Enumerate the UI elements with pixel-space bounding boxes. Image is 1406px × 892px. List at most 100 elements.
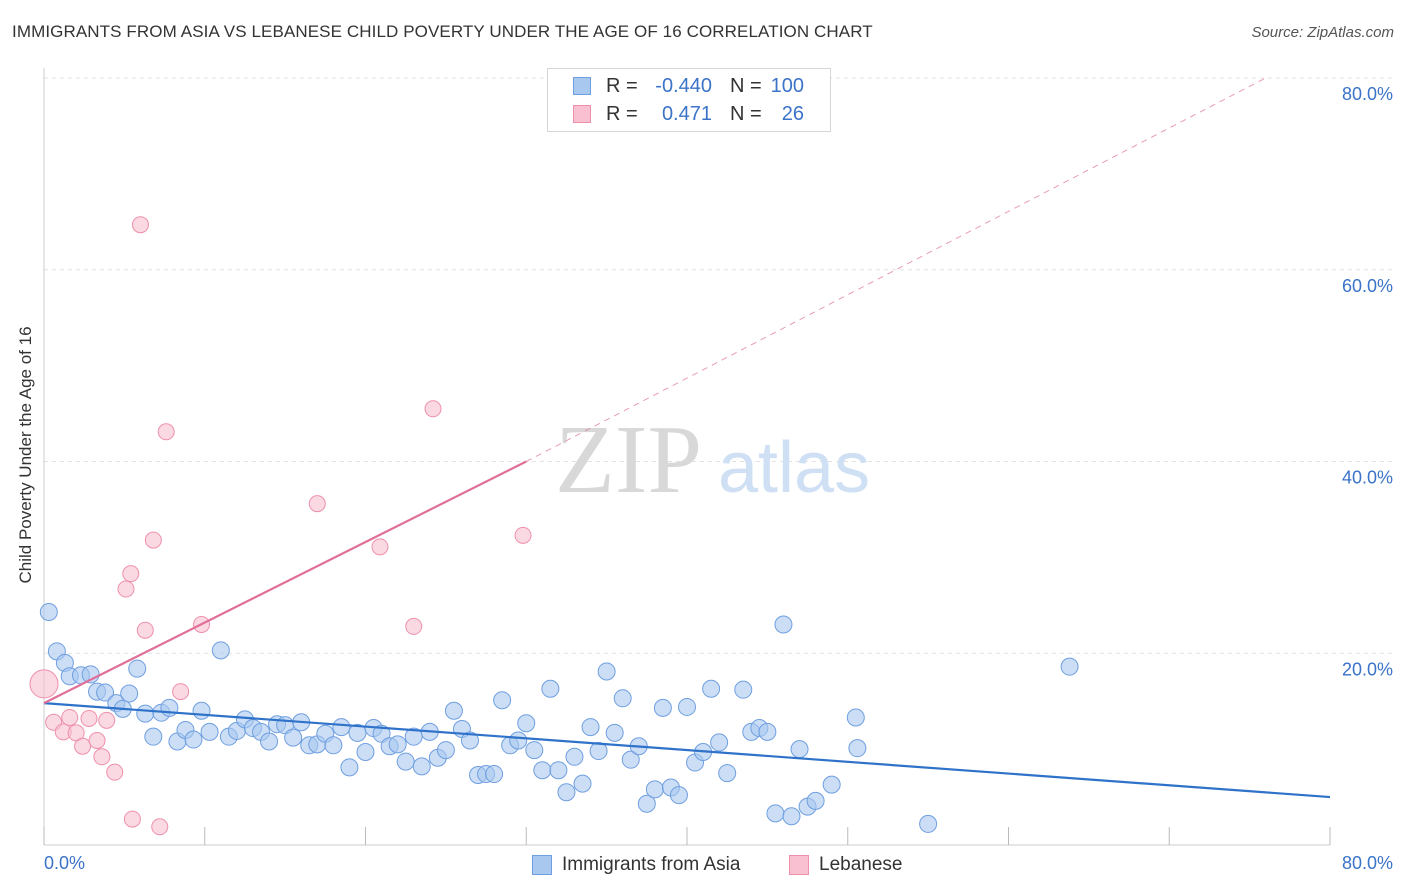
data-point-asia	[460, 731, 479, 750]
data-point-asia	[549, 761, 568, 780]
legend-r-label: R =	[606, 103, 638, 125]
legend-row-lebanese: R = 0.471 N = 26	[548, 100, 830, 128]
data-point-asia	[128, 659, 147, 678]
x-tick-label: 80.0%	[1342, 853, 1393, 873]
data-point-asia	[192, 701, 211, 720]
data-point-asia	[388, 735, 407, 754]
legend-n-value: 100	[770, 75, 804, 97]
data-point-asia	[340, 758, 359, 777]
data-point-asia	[637, 794, 656, 813]
legend-item-asia[interactable]: Immigrants from Asia	[532, 852, 740, 878]
data-point-lebanese	[157, 423, 175, 441]
data-point-asia	[565, 747, 584, 766]
data-point-asia	[848, 739, 867, 758]
gridlines	[44, 77, 1395, 654]
legend-swatch-asia	[532, 855, 552, 875]
data-point-lebanese	[136, 621, 154, 639]
x-tick-label: 0.0%	[44, 853, 85, 873]
watermark-zip: ZIP	[555, 406, 702, 514]
data-point-asia	[734, 680, 753, 699]
data-point-asia	[573, 774, 592, 793]
data-point-lebanese	[88, 731, 106, 749]
data-point-asia	[766, 804, 785, 823]
series-legend: Immigrants from Asia Lebanese	[0, 852, 1406, 878]
legend-swatch-lebanese	[573, 105, 591, 123]
data-point-asia	[412, 757, 431, 776]
y-tick-label: 80.0%	[1342, 84, 1393, 104]
data-point-lebanese	[123, 810, 141, 828]
chart-title: IMMIGRANTS FROM ASIA VS LEBANESE CHILD P…	[12, 22, 873, 41]
data-point-asia	[710, 733, 729, 752]
data-point-lebanese	[61, 708, 79, 726]
data-point-asia	[758, 722, 777, 741]
data-point-lebanese	[122, 565, 140, 583]
data-point-asia	[806, 791, 825, 810]
legend-r-value: 0.471	[661, 103, 712, 125]
data-point-asia	[396, 752, 415, 771]
data-point-asia	[1060, 657, 1079, 676]
legend-n-label: N =	[730, 103, 762, 125]
data-point-asia	[822, 775, 841, 794]
data-point-asia	[444, 701, 463, 720]
data-point-lebanese	[405, 617, 423, 635]
legend-row-asia: R = -0.440 N = 100	[548, 72, 830, 100]
legend-label-lebanese: Lebanese	[819, 854, 903, 875]
data-point-lebanese	[424, 400, 442, 418]
data-point-asia	[517, 714, 536, 733]
data-point-asia	[669, 786, 688, 805]
data-point-asia	[493, 691, 512, 710]
y-tick-label: 20.0%	[1342, 659, 1393, 679]
data-point-asia	[356, 743, 375, 762]
data-point-asia	[260, 732, 279, 751]
legend-swatch-asia	[573, 77, 591, 95]
y-tick-label: 40.0%	[1342, 468, 1393, 488]
data-point-asia	[605, 723, 624, 742]
data-point-lebanese	[98, 711, 116, 729]
data-point-asia	[136, 704, 155, 723]
data-point-asia	[541, 679, 560, 698]
data-point-lebanese	[29, 669, 59, 699]
data-point-lebanese	[151, 818, 169, 836]
legend-r-label: R =	[606, 75, 638, 97]
legend-n-label: N =	[730, 75, 762, 97]
data-point-asia	[702, 679, 721, 698]
legend-swatch-lebanese	[789, 855, 809, 875]
data-point-asia	[557, 783, 576, 802]
data-point-asia	[782, 807, 801, 826]
data-point-asia	[678, 697, 696, 716]
y-tick-label: 60.0%	[1342, 276, 1393, 296]
data-point-asia	[581, 718, 600, 737]
trend-lines	[43, 77, 1331, 799]
data-point-asia	[621, 750, 640, 769]
data-point-lebanese	[371, 538, 389, 556]
data-point-lebanese	[80, 709, 98, 727]
data-point-asia	[525, 741, 544, 760]
data-point-asia	[485, 765, 504, 784]
data-point-asia	[613, 689, 632, 708]
legend-n-value: 26	[781, 103, 804, 125]
trend-line-lebanese-extension	[526, 77, 1266, 462]
data-point-asia	[533, 761, 552, 780]
data-point-asia	[324, 736, 343, 755]
data-point-lebanese	[74, 737, 92, 755]
data-point-asia	[919, 814, 938, 833]
tick-labels: 20.0% 40.0% 60.0% 80.0% 0.0% 80.0%	[44, 84, 1393, 873]
data-point-asia	[120, 684, 139, 703]
watermark: ZIP atlas	[555, 406, 870, 514]
data-point-asia	[39, 603, 58, 622]
data-point-asia	[774, 615, 793, 634]
data-point-asia	[200, 722, 219, 741]
series-asia-points	[39, 603, 1079, 833]
data-point-lebanese	[93, 748, 111, 766]
data-point-asia	[332, 718, 351, 737]
correlation-legend: R = -0.440 N = 100 R = 0.471 N = 26	[547, 68, 831, 132]
data-point-lebanese	[308, 495, 326, 513]
watermark-atlas: atlas	[718, 428, 870, 508]
data-point-asia	[96, 683, 115, 702]
data-point-asia	[645, 780, 664, 799]
data-point-asia	[211, 641, 230, 660]
legend-item-lebanese[interactable]: Lebanese	[789, 852, 902, 878]
source-credit: Source: ZipAtlas.com	[1251, 24, 1394, 41]
data-point-lebanese	[514, 526, 532, 544]
